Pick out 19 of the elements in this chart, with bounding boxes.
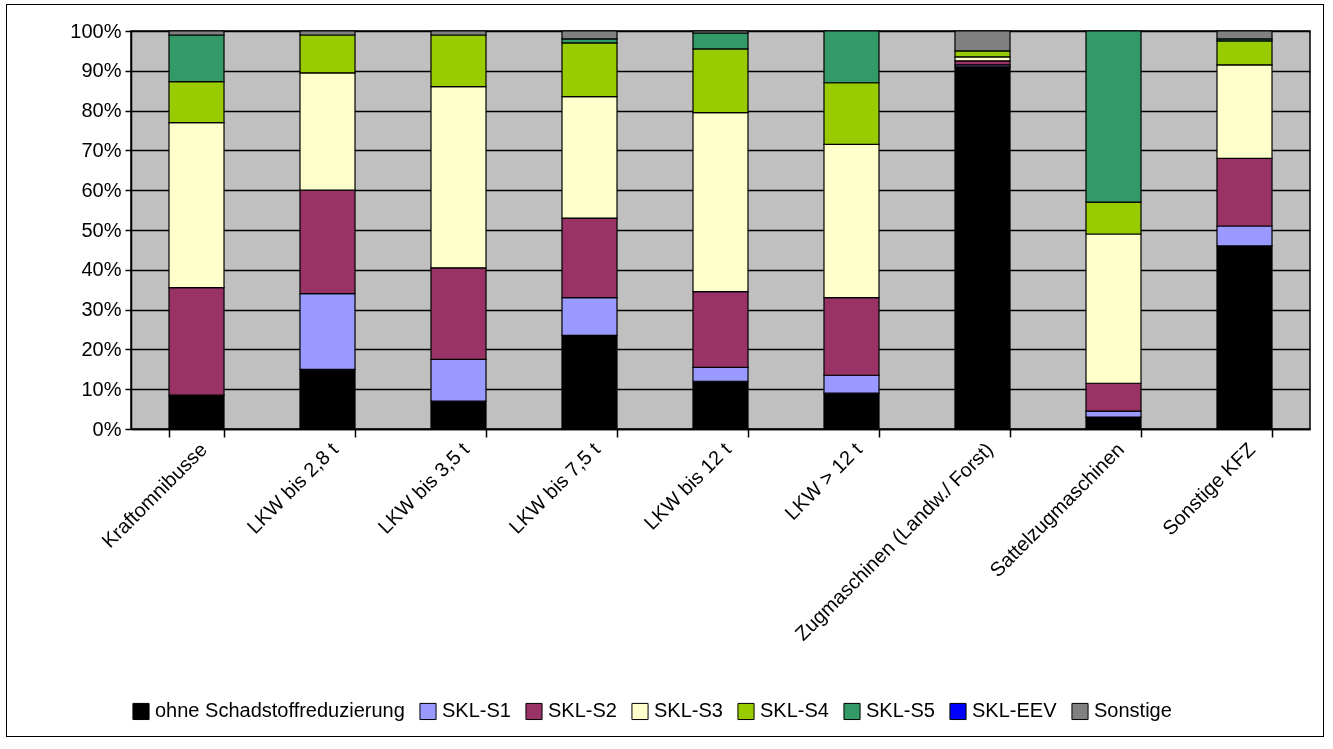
y-tick-label: 30% bbox=[81, 298, 122, 321]
y-tick-label: 10% bbox=[81, 377, 122, 400]
legend-label: SKL-S1 bbox=[442, 699, 511, 722]
y-tick-label: 50% bbox=[81, 218, 122, 241]
y-tick-label: 90% bbox=[81, 59, 122, 82]
y-tick-label: 0% bbox=[92, 417, 122, 440]
y-tick-label: 20% bbox=[81, 337, 122, 360]
y-tick-label: 40% bbox=[81, 258, 122, 281]
legend-label: Sonstige bbox=[1094, 699, 1172, 722]
legend-label: SKL-S4 bbox=[760, 699, 829, 722]
legend-label: SKL-EEV bbox=[972, 699, 1058, 722]
legend-label: ohne Schadstoffreduzierung bbox=[155, 699, 405, 722]
y-tick-label: 80% bbox=[81, 99, 122, 122]
y-tick-label: 60% bbox=[81, 178, 122, 201]
legend-label: SKL-S3 bbox=[654, 699, 723, 722]
y-tick-label: 100% bbox=[70, 19, 122, 42]
y-tick-label: 70% bbox=[81, 138, 122, 161]
legend-label: SKL-S2 bbox=[548, 699, 617, 722]
legend-label: SKL-S5 bbox=[866, 699, 935, 722]
